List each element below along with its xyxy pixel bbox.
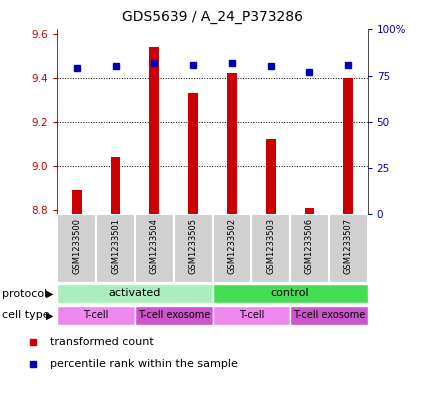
Bar [251,214,290,283]
Text: cell type: cell type [2,310,50,320]
Text: percentile rank within the sample: percentile rank within the sample [50,358,238,369]
Bar [329,214,368,283]
Bar [305,208,314,214]
Bar [57,214,96,283]
Bar [150,47,159,214]
Text: T-cell exosome: T-cell exosome [293,310,365,320]
Text: GSM1233505: GSM1233505 [189,218,198,274]
Bar [135,214,174,283]
Text: T-cell exosome: T-cell exosome [138,310,210,320]
Text: GSM1233506: GSM1233506 [305,218,314,274]
Bar [96,214,135,283]
Text: T-cell: T-cell [238,310,264,320]
Text: GSM1233504: GSM1233504 [150,218,159,274]
Text: protocol: protocol [2,289,47,299]
Text: GSM1233503: GSM1233503 [266,218,275,274]
Text: GSM1233502: GSM1233502 [227,218,236,274]
Text: ▶: ▶ [45,310,53,320]
Text: control: control [271,288,309,298]
Bar [290,214,329,283]
Bar [212,306,290,325]
Bar [212,214,251,283]
Bar [266,140,275,214]
Text: activated: activated [109,288,161,298]
Text: GSM1233507: GSM1233507 [344,218,353,274]
Bar [72,190,82,214]
Text: GSM1233500: GSM1233500 [72,218,81,274]
Bar [57,284,212,303]
Bar [290,306,368,325]
Text: transformed count: transformed count [50,337,154,347]
Bar [188,93,198,214]
Bar [174,214,212,283]
Text: GDS5639 / A_24_P373286: GDS5639 / A_24_P373286 [122,10,303,24]
Text: ▶: ▶ [45,289,53,299]
Bar [135,306,212,325]
Text: GSM1233501: GSM1233501 [111,218,120,274]
Bar [227,73,237,214]
Bar [212,284,368,303]
Bar [343,78,353,214]
Bar [110,157,120,214]
Text: T-cell: T-cell [83,310,109,320]
Bar [57,306,135,325]
